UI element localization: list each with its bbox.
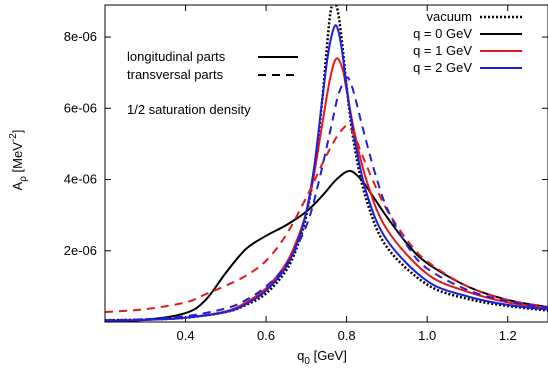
- series-line-q2_transversal: [105, 76, 548, 322]
- axis-ticks: [105, 5, 548, 322]
- legend-label-q2: q = 2 GeV: [413, 60, 472, 75]
- x-axis-unit: [GeV]: [310, 348, 347, 363]
- x-tick-label-0: 0.4: [177, 328, 195, 343]
- x-tick-label-1: 0.6: [257, 328, 275, 343]
- y-tick-label-0: 2e-06: [64, 243, 97, 258]
- series-line-q2_longitudinal: [105, 24, 548, 322]
- y-axis-title: Aρ [MeV-2]: [8, 130, 29, 191]
- series-line-q1_transversal: [105, 125, 548, 314]
- plot-curves: [105, 5, 548, 322]
- density-annotation: 1/2 saturation density: [127, 102, 251, 117]
- y-axis-subscript: ρ: [18, 176, 29, 182]
- style-key-transversal-label: transversal parts: [127, 67, 224, 82]
- x-tick-label-4: 1.2: [499, 328, 517, 343]
- x-axis-symbol: q: [297, 348, 304, 363]
- x-tick-label-2: 0.8: [338, 328, 356, 343]
- y-tick-label-2: 6e-06: [64, 100, 97, 115]
- y-axis-close-bracket: ]: [10, 130, 25, 134]
- plot-frame: [104, 4, 548, 323]
- y-tick-label-3: 8e-06: [64, 29, 97, 44]
- y-axis-symbol: A: [10, 181, 25, 190]
- tick-labels: 0.4 0.6 0.8 1.0 1.2 2e-06 4e-06 6e-06 8e-06: [64, 29, 517, 343]
- x-axis-subscript: 0: [304, 356, 310, 367]
- style-key-longitudinal-label: longitudinal parts: [127, 49, 226, 64]
- y-tick-label-1: 4e-06: [64, 172, 97, 187]
- y-axis-unit: [MeV: [10, 142, 25, 176]
- legend-label-q0: q = 0 GeV: [413, 26, 472, 41]
- legend-label-vacuum: vacuum: [426, 9, 472, 24]
- legend-label-q1: q = 1 GeV: [413, 43, 472, 58]
- style-key: longitudinal parts transversal parts 1/2…: [127, 49, 298, 117]
- x-tick-label-3: 1.0: [418, 328, 436, 343]
- series-line-q0_longitudinal: [105, 169, 548, 322]
- x-axis-title: q0 [GeV]: [297, 348, 347, 367]
- legend: vacuum q = 0 GeV q = 1 GeV q = 2 GeV: [413, 9, 522, 75]
- y-axis-superscript: -2: [8, 133, 19, 142]
